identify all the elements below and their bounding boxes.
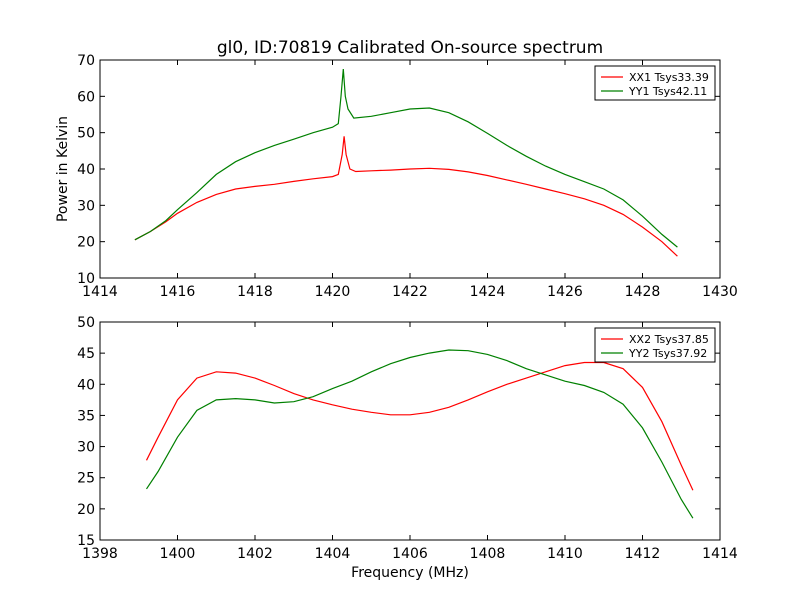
x-tick-label: 1422 xyxy=(392,284,428,300)
y-tick-label: 30 xyxy=(77,440,95,456)
legend-entry: XX2 Tsys37.85 xyxy=(629,333,709,346)
x-tick-label: 1428 xyxy=(625,284,661,300)
x-tick-label: 1418 xyxy=(237,284,273,300)
y-tick-label: 15 xyxy=(77,533,95,549)
series-line-2-2 xyxy=(146,349,694,519)
y-tick-label: 10 xyxy=(77,271,95,287)
series-line-1-2 xyxy=(134,69,678,248)
bottom-plot: 1398 1400 1402 1404 1406 1408 1410 1412 1414 15 20… xyxy=(77,315,738,562)
y-tick-label: 50 xyxy=(77,126,95,142)
y-tick-label: 20 xyxy=(77,235,95,251)
x-tick-label: 1404 xyxy=(315,546,351,562)
x-tick-label: 1424 xyxy=(470,284,506,300)
chart-title: gl0, ID:70819 Calibrated On-source spect… xyxy=(217,38,603,58)
y-tick-label: 25 xyxy=(77,471,95,487)
y-tick-label: 45 xyxy=(77,346,95,362)
y-tick-label: 35 xyxy=(77,408,95,424)
top-plot: 1414 1416 1418 1420 1422 1424 1426 1428 1430 10 20… xyxy=(77,53,738,300)
y-tick-label: 60 xyxy=(77,89,95,105)
y-tick-label: 30 xyxy=(77,198,95,214)
series-line-2-1 xyxy=(145,361,694,491)
series-line-1-1 xyxy=(134,136,678,257)
y-tick-label: 20 xyxy=(77,502,95,518)
x-tick-label: 1410 xyxy=(547,546,583,562)
x-tick-label: 1406 xyxy=(392,546,428,562)
legend-entry: XX1 Tsys33.39 xyxy=(629,71,709,84)
x-tick-label: 1430 xyxy=(702,284,738,300)
legend-entry: YY2 Tsys37.92 xyxy=(628,347,707,360)
x-tick-label: 1402 xyxy=(237,546,273,562)
x-tick-label: 1420 xyxy=(315,284,351,300)
x-tick-label: 1398 xyxy=(82,546,118,562)
x-axis-label-bottom: Frequency (MHz) xyxy=(351,565,469,581)
x-tick-label: 1414 xyxy=(82,284,118,300)
legend-box xyxy=(594,327,716,363)
x-tick-label: 1426 xyxy=(547,284,583,300)
legend-box xyxy=(594,65,716,101)
x-tick-label: 1416 xyxy=(160,284,196,300)
x-tick-label: 1408 xyxy=(470,546,506,562)
y-tick-label: 50 xyxy=(77,315,95,331)
y-tick-label: 40 xyxy=(77,377,95,393)
x-tick-label: 1412 xyxy=(625,546,661,562)
x-tick-label: 1400 xyxy=(160,546,196,562)
y-axis-label-top: Power in Kelvin xyxy=(55,116,71,222)
y-tick-label: 40 xyxy=(77,162,95,178)
legend-entry: YY1 Tsys42.11 xyxy=(628,85,707,98)
x-tick-label: 1414 xyxy=(702,546,738,562)
y-tick-label: 70 xyxy=(77,53,95,69)
